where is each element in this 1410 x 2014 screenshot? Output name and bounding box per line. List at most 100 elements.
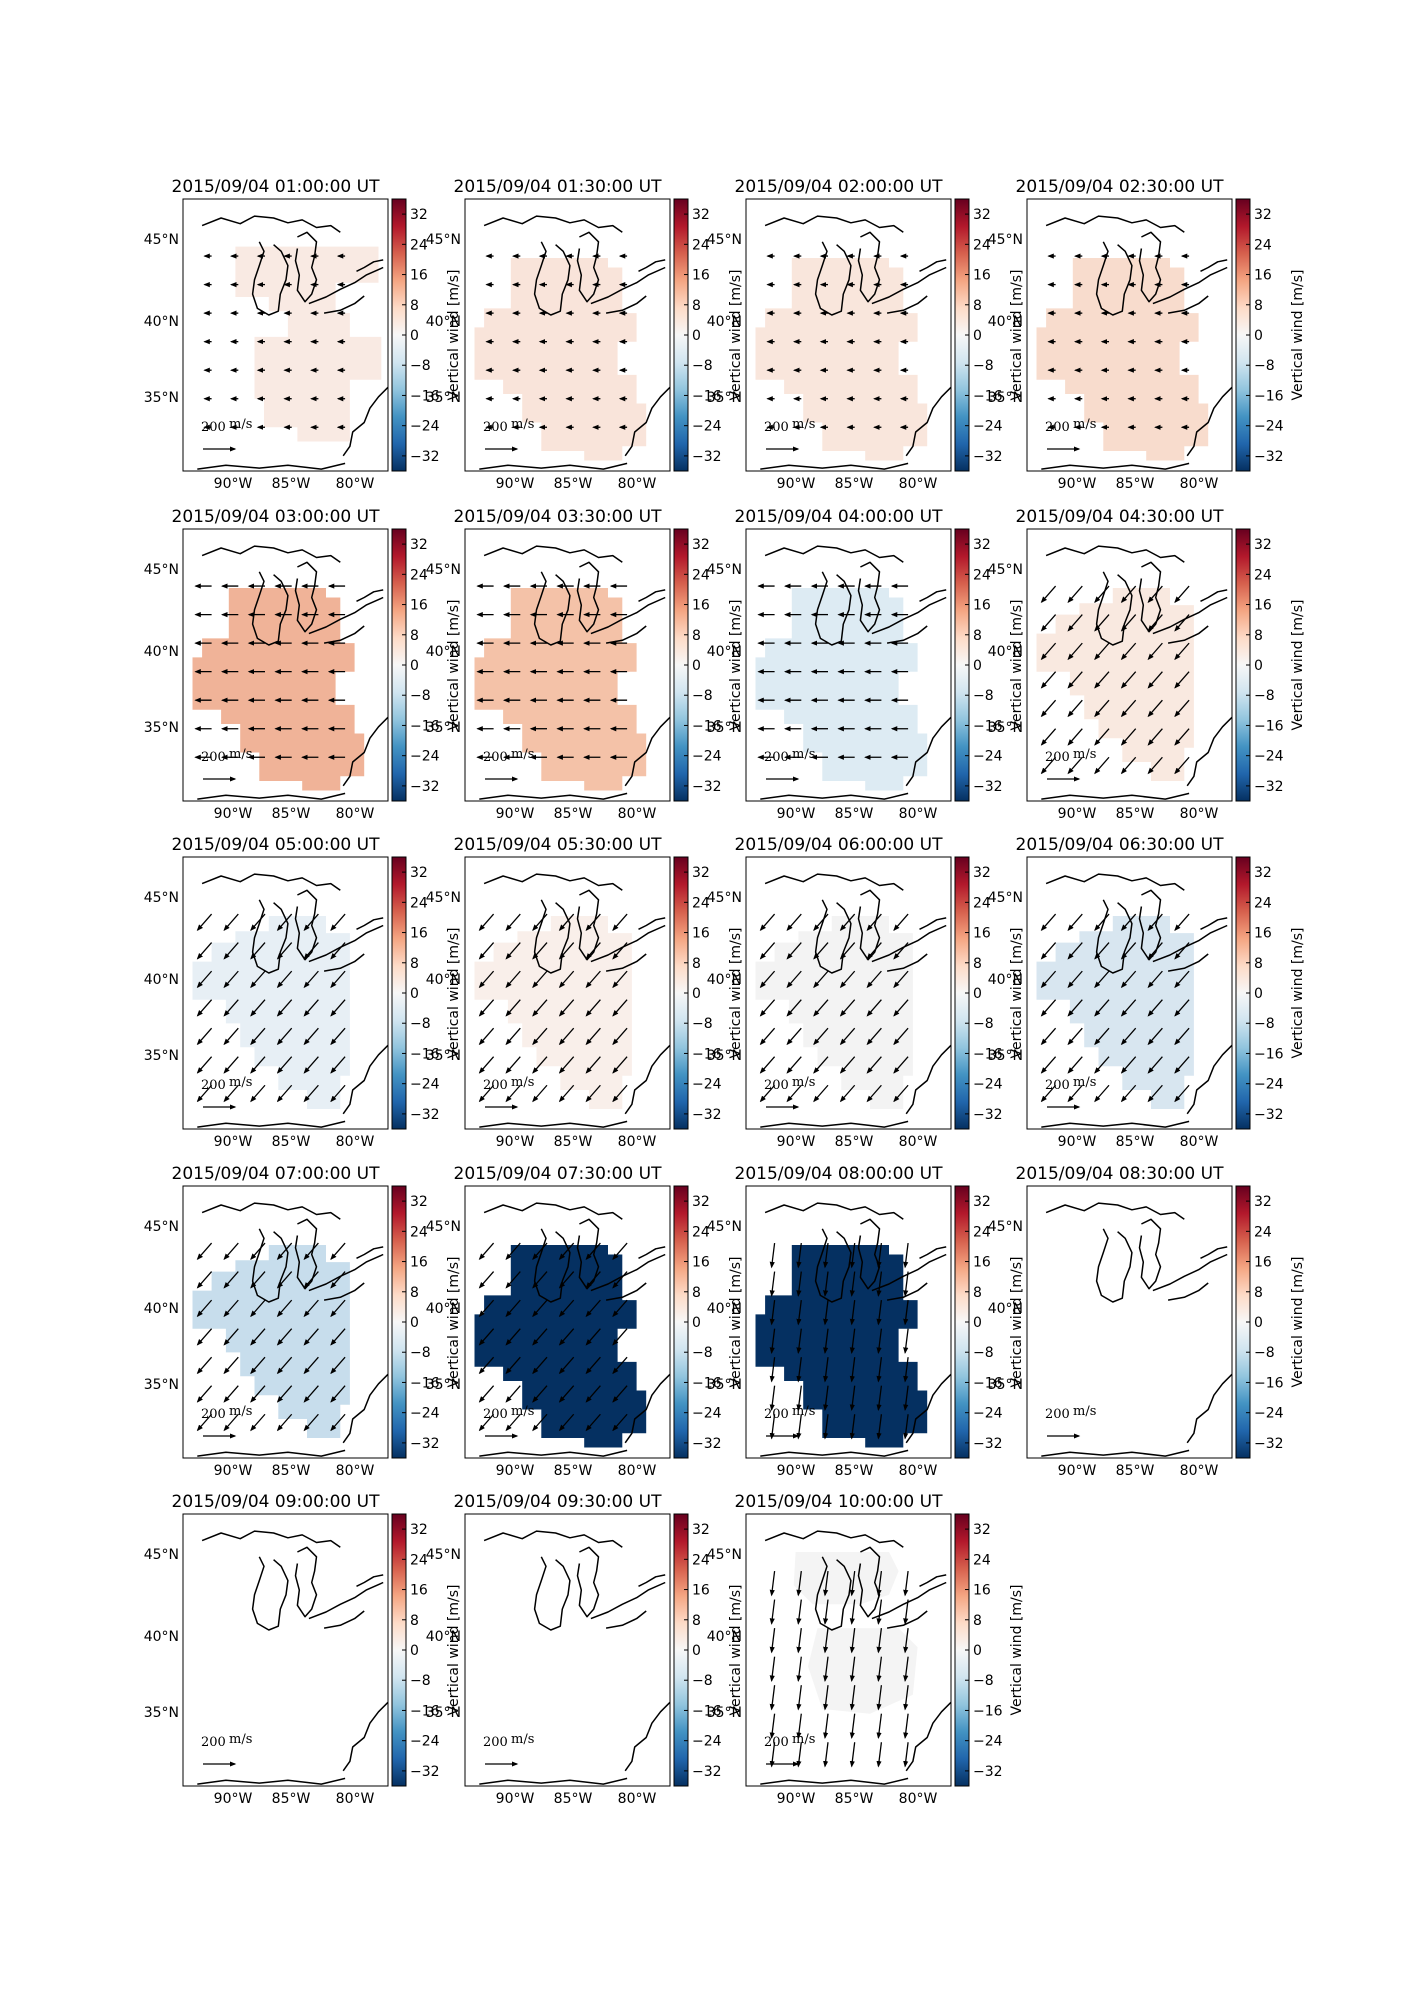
coastline [308, 924, 384, 963]
colorbar-tick-label: −32 [1254, 449, 1284, 465]
wind-arrow [505, 1328, 521, 1346]
colorbar-label: Vertical wind [m/s] [446, 1585, 462, 1716]
lat-tick-label: 40°N [144, 1301, 179, 1317]
wind-arrow [876, 1628, 883, 1654]
wind-arrow [223, 1413, 239, 1432]
coastline [1200, 917, 1228, 930]
panel-title: 2015/09/04 03:30:00 UT [454, 507, 663, 527]
lon-tick-label: 85°W [554, 1791, 593, 1807]
lat-tick-label: 45°N [426, 890, 461, 906]
scale-units: m/s [792, 1404, 815, 1419]
wind-arrow [769, 1628, 776, 1654]
wind-arrow [585, 1328, 601, 1346]
lat-tick-label: 45°N [707, 562, 742, 578]
map-panel: 2015/09/04 03:30:00 UT 200 m/s 45°N 40°N 35°N… [426, 507, 744, 822]
wind-arrow [1147, 756, 1163, 775]
wind-arrow [1094, 913, 1110, 932]
wind-arrow [1040, 1084, 1057, 1103]
scale-units: m/s [1073, 1075, 1096, 1090]
lon-tick-label: 85°W [1116, 1134, 1155, 1150]
colorbar-tick-label: −16 [410, 1375, 440, 1391]
coastline [251, 1556, 289, 1631]
coastline [857, 889, 881, 961]
wind-arrow [769, 1685, 776, 1711]
coastline [483, 545, 623, 563]
coastline [886, 1610, 928, 1629]
colorbar-tick-label: 24 [1254, 237, 1272, 253]
colorbar-tick-label: 8 [410, 1613, 419, 1629]
colorbar-tick-label: −16 [692, 718, 722, 734]
wind-arrow [823, 1742, 829, 1768]
coastline [760, 1777, 909, 1785]
colorbar-label: Vertical wind [m/s] [1290, 1257, 1306, 1388]
coastline [1152, 924, 1228, 963]
wind-arrow [876, 1656, 883, 1682]
coastline [356, 259, 384, 272]
wind-arrow [849, 1300, 856, 1326]
coastline [251, 1228, 289, 1303]
wind-arrow [1174, 913, 1190, 932]
wind-arrow [250, 1084, 266, 1103]
lat-tick-label: 40°N [426, 1629, 461, 1645]
colorbar-tick-label: −8 [1254, 358, 1275, 374]
wind-arrow [1067, 1056, 1083, 1074]
colorbar-tick-label: 24 [692, 895, 710, 911]
lon-tick-label: 90°W [777, 476, 816, 492]
lat-tick-label: 45°N [144, 1219, 179, 1235]
coastline [1186, 1044, 1232, 1115]
colorbar-tick-label: 0 [410, 328, 419, 344]
wind-arrow [903, 1414, 909, 1440]
wind-arrow [250, 999, 266, 1017]
wind-arrow [276, 999, 293, 1017]
colorbar-tick-label: 0 [973, 658, 982, 674]
colorbar-tick-label: −32 [410, 779, 440, 795]
wind-arrow [250, 1413, 266, 1432]
wind-arrow [786, 1027, 802, 1046]
coastline [764, 873, 904, 891]
colorbar-tick-label: 24 [692, 567, 710, 583]
colorbar-label: Vertical wind [m/s] [446, 270, 462, 401]
colorbar-label: Vertical wind [m/s] [1009, 928, 1025, 1059]
coastline [624, 1373, 670, 1444]
wind-arrow [330, 999, 346, 1017]
wind-arrow [223, 999, 239, 1017]
wind-arrow [1094, 585, 1110, 604]
wind-arrow [796, 1570, 802, 1597]
wind-region [1036, 588, 1194, 781]
coastline [342, 1373, 388, 1444]
coastline [624, 1701, 670, 1772]
scale-units: m/s [229, 747, 252, 762]
map-frame [745, 1513, 952, 1787]
wind-arrow [532, 942, 548, 960]
colorbar-tick-label: 16 [973, 926, 991, 942]
wind-arrow [532, 1242, 548, 1261]
wind-arrow [1094, 1084, 1110, 1103]
lat-tick-label: 40°N [988, 644, 1023, 660]
colorbar-label: Vertical wind [m/s] [728, 1585, 744, 1716]
wind-arrow [796, 1271, 802, 1297]
lat-tick-label: 45°N [707, 232, 742, 248]
lat-tick-label: 45°N [707, 1547, 742, 1563]
wind-arrow [786, 970, 802, 989]
coastline [1152, 266, 1228, 305]
coastline [905, 1044, 951, 1115]
lat-tick-label: 40°N [988, 314, 1023, 330]
coastline [905, 1373, 951, 1444]
scale-units: m/s [1073, 747, 1096, 762]
wind-arrow [505, 1027, 521, 1046]
colorbar-tick-label: 32 [410, 1194, 428, 1210]
wind-region [755, 916, 913, 1109]
wind-arrow [250, 1356, 266, 1375]
wind-arrow [769, 1656, 776, 1682]
wind-arrow [903, 1300, 909, 1326]
wind-arrow [1040, 614, 1057, 632]
wind-arrow [903, 1242, 909, 1269]
lat-tick-label: 35°N [426, 1377, 461, 1393]
wind-arrow [558, 1271, 575, 1289]
coastline [814, 241, 852, 316]
lon-tick-label: 85°W [835, 806, 874, 822]
colorbar-tick-label: 8 [1254, 956, 1263, 972]
panel-title: 2015/09/04 07:00:00 UT [172, 1164, 381, 1184]
lat-tick-label: 35°N [707, 720, 742, 736]
wind-arrow [903, 1328, 909, 1354]
